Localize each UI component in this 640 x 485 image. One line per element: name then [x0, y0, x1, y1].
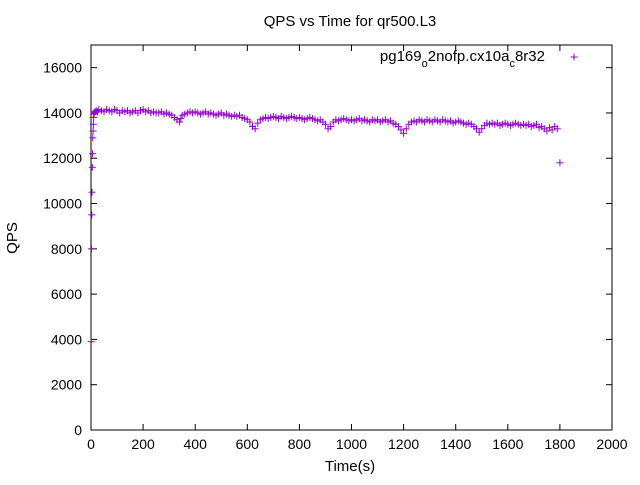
- x-tick-label: 1800: [544, 436, 575, 452]
- data-point: [88, 211, 96, 219]
- data-point: [89, 150, 97, 158]
- data-point: [321, 120, 329, 128]
- data-point: [88, 188, 96, 196]
- y-tick-label: 8000: [51, 241, 82, 257]
- legend: pg169o2nofp.cx10ac8r32: [380, 48, 578, 70]
- y-tick-label: 4000: [51, 331, 82, 347]
- data-series: [87, 106, 564, 346]
- y-axis: 0 2000 4000 6000 8000 10000 12000 14000 16000: [43, 60, 612, 438]
- data-point: [87, 338, 95, 346]
- data-point: [556, 159, 564, 167]
- x-tick-label: 2000: [596, 436, 627, 452]
- x-tick-label: 1200: [388, 436, 419, 452]
- data-point: [177, 115, 185, 123]
- legend-label: pg169o2nofp.cx10ac8r32: [380, 48, 545, 70]
- y-tick-label: 16000: [43, 60, 82, 76]
- x-axis-label: Time(s): [325, 458, 375, 475]
- y-tick-label: 6000: [51, 286, 82, 302]
- x-tick-label: 1600: [492, 436, 523, 452]
- x-tick-label: 1000: [336, 436, 367, 452]
- x-tick-label: 0: [87, 436, 95, 452]
- plot-area: [90, 44, 613, 431]
- data-point: [553, 125, 561, 133]
- data-point: [402, 125, 410, 133]
- data-point: [89, 120, 97, 128]
- y-tick-label: 12000: [43, 150, 82, 166]
- y-axis-label: QPS: [4, 222, 21, 254]
- x-tick-label: 600: [236, 436, 260, 452]
- legend-marker-plus: [570, 53, 578, 61]
- y-tick-label: 0: [74, 422, 82, 438]
- plot-border: [90, 44, 613, 431]
- data-point: [176, 118, 184, 126]
- x-axis: 0 200 400 600 800 1000 1200 1400 1600 1800 2000: [87, 45, 628, 452]
- y-tick-label: 10000: [43, 196, 82, 212]
- data-point: [89, 127, 97, 135]
- data-point: [88, 245, 96, 253]
- x-tick-label: 1400: [440, 436, 471, 452]
- data-point: [88, 163, 96, 171]
- y-tick-label: 14000: [43, 105, 82, 121]
- data-point: [251, 125, 259, 133]
- x-tick-label: 200: [131, 436, 155, 452]
- y-tick-label: 2000: [51, 377, 82, 393]
- data-point: [327, 123, 335, 131]
- data-point: [400, 129, 408, 137]
- chart-title: QPS vs Time for qr500.L3: [264, 13, 437, 30]
- data-point: [246, 118, 254, 126]
- x-tick-label: 400: [184, 436, 208, 452]
- x-tick-label: 800: [288, 436, 312, 452]
- data-point: [89, 134, 97, 142]
